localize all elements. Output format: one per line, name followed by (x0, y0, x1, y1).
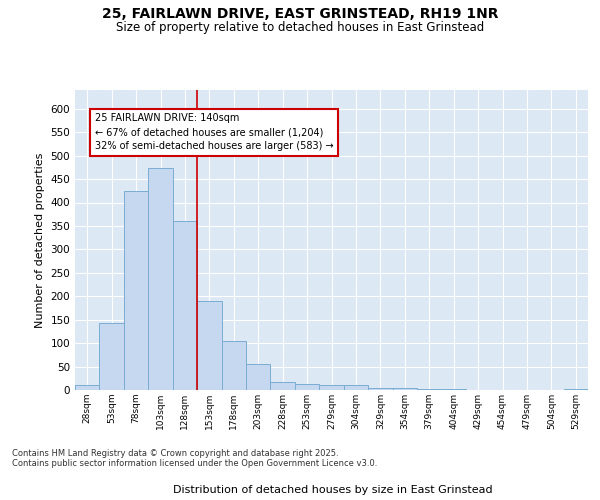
Bar (100, 323, 124, 390)
Bar (173, 221, 197, 390)
Bar (563, 388, 588, 390)
Bar (344, 386, 368, 390)
Bar (442, 389, 466, 390)
Bar (271, 382, 295, 390)
Bar (124, 191, 148, 390)
Text: Distribution of detached houses by size in East Grinstead: Distribution of detached houses by size … (173, 485, 493, 495)
Y-axis label: Number of detached properties: Number of detached properties (35, 152, 45, 328)
Bar (417, 389, 442, 390)
Text: Contains HM Land Registry data © Crown copyright and database right 2025.: Contains HM Land Registry data © Crown c… (12, 448, 338, 458)
Bar (148, 168, 173, 390)
Bar (295, 384, 319, 390)
Text: Contains public sector information licensed under the Open Government Licence v3: Contains public sector information licen… (12, 458, 377, 468)
Text: 25 FAIRLAWN DRIVE: 140sqm
← 67% of detached houses are smaller (1,204)
32% of se: 25 FAIRLAWN DRIVE: 140sqm ← 67% of detac… (95, 114, 333, 152)
Bar (246, 364, 271, 390)
Bar (392, 388, 417, 390)
Bar (197, 301, 221, 390)
Text: Size of property relative to detached houses in East Grinstead: Size of property relative to detached ho… (116, 21, 484, 34)
Bar (221, 341, 246, 390)
Bar (368, 388, 392, 390)
Bar (319, 386, 344, 390)
Text: 25, FAIRLAWN DRIVE, EAST GRINSTEAD, RH19 1NR: 25, FAIRLAWN DRIVE, EAST GRINSTEAD, RH19… (102, 8, 498, 22)
Bar (75, 386, 100, 390)
